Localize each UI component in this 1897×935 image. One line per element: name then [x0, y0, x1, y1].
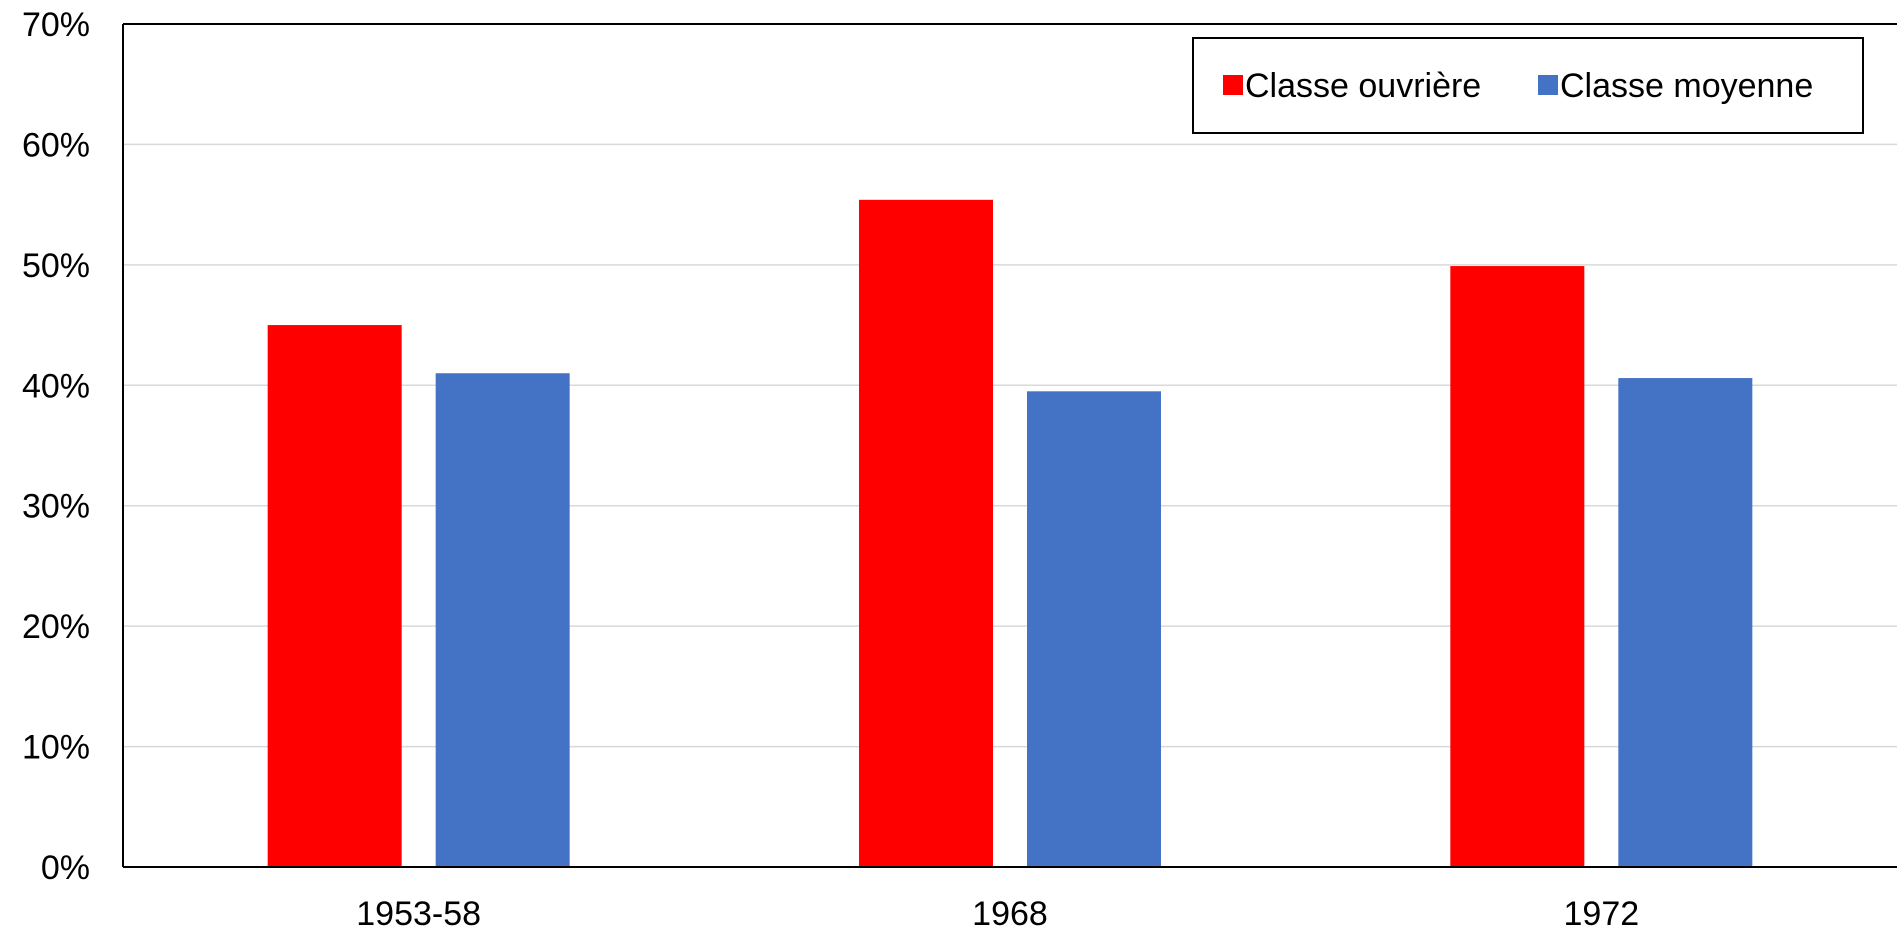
y-tick-label: 0%	[41, 849, 90, 887]
bar-classe-ouvriere	[859, 199, 993, 868]
gridlines	[123, 143, 1897, 748]
y-tick-label: 60%	[22, 126, 90, 164]
x-tick-label: 1953-58	[356, 895, 481, 930]
legend-swatch	[1223, 75, 1243, 95]
bar-classe-moyenne	[1618, 378, 1753, 867]
axes	[122, 23, 1897, 868]
x-axis-ticks: 1953-58 1968 1972	[356, 895, 1640, 933]
y-tick-label: 70%	[22, 6, 90, 44]
y-axis-ticks: 0% 10% 20% 30% 40% 50% 60% 70%	[22, 6, 90, 887]
y-tick-label: 50%	[22, 247, 90, 285]
bar-classe-moyenne	[435, 373, 570, 867]
legend: Classe ouvrière Classe moyenne	[1192, 37, 1864, 134]
y-tick-label: 10%	[22, 729, 90, 767]
bar-classe-moyenne	[1027, 391, 1161, 867]
legend-label: Classe ouvrière	[1245, 67, 1481, 105]
x-tick-label: 1972	[1564, 895, 1640, 930]
x-tick-label: 1968	[972, 895, 1048, 930]
legend-label: Classe moyenne	[1560, 67, 1813, 105]
y-tick-label: 40%	[22, 367, 90, 405]
bars	[267, 199, 1753, 868]
bar-classe-ouvriere	[267, 325, 402, 868]
bar-classe-ouvriere	[1450, 266, 1585, 868]
y-tick-label: 20%	[22, 608, 90, 646]
legend-swatch	[1538, 75, 1558, 95]
legend-box	[1192, 37, 1864, 134]
y-tick-label: 30%	[22, 488, 90, 526]
